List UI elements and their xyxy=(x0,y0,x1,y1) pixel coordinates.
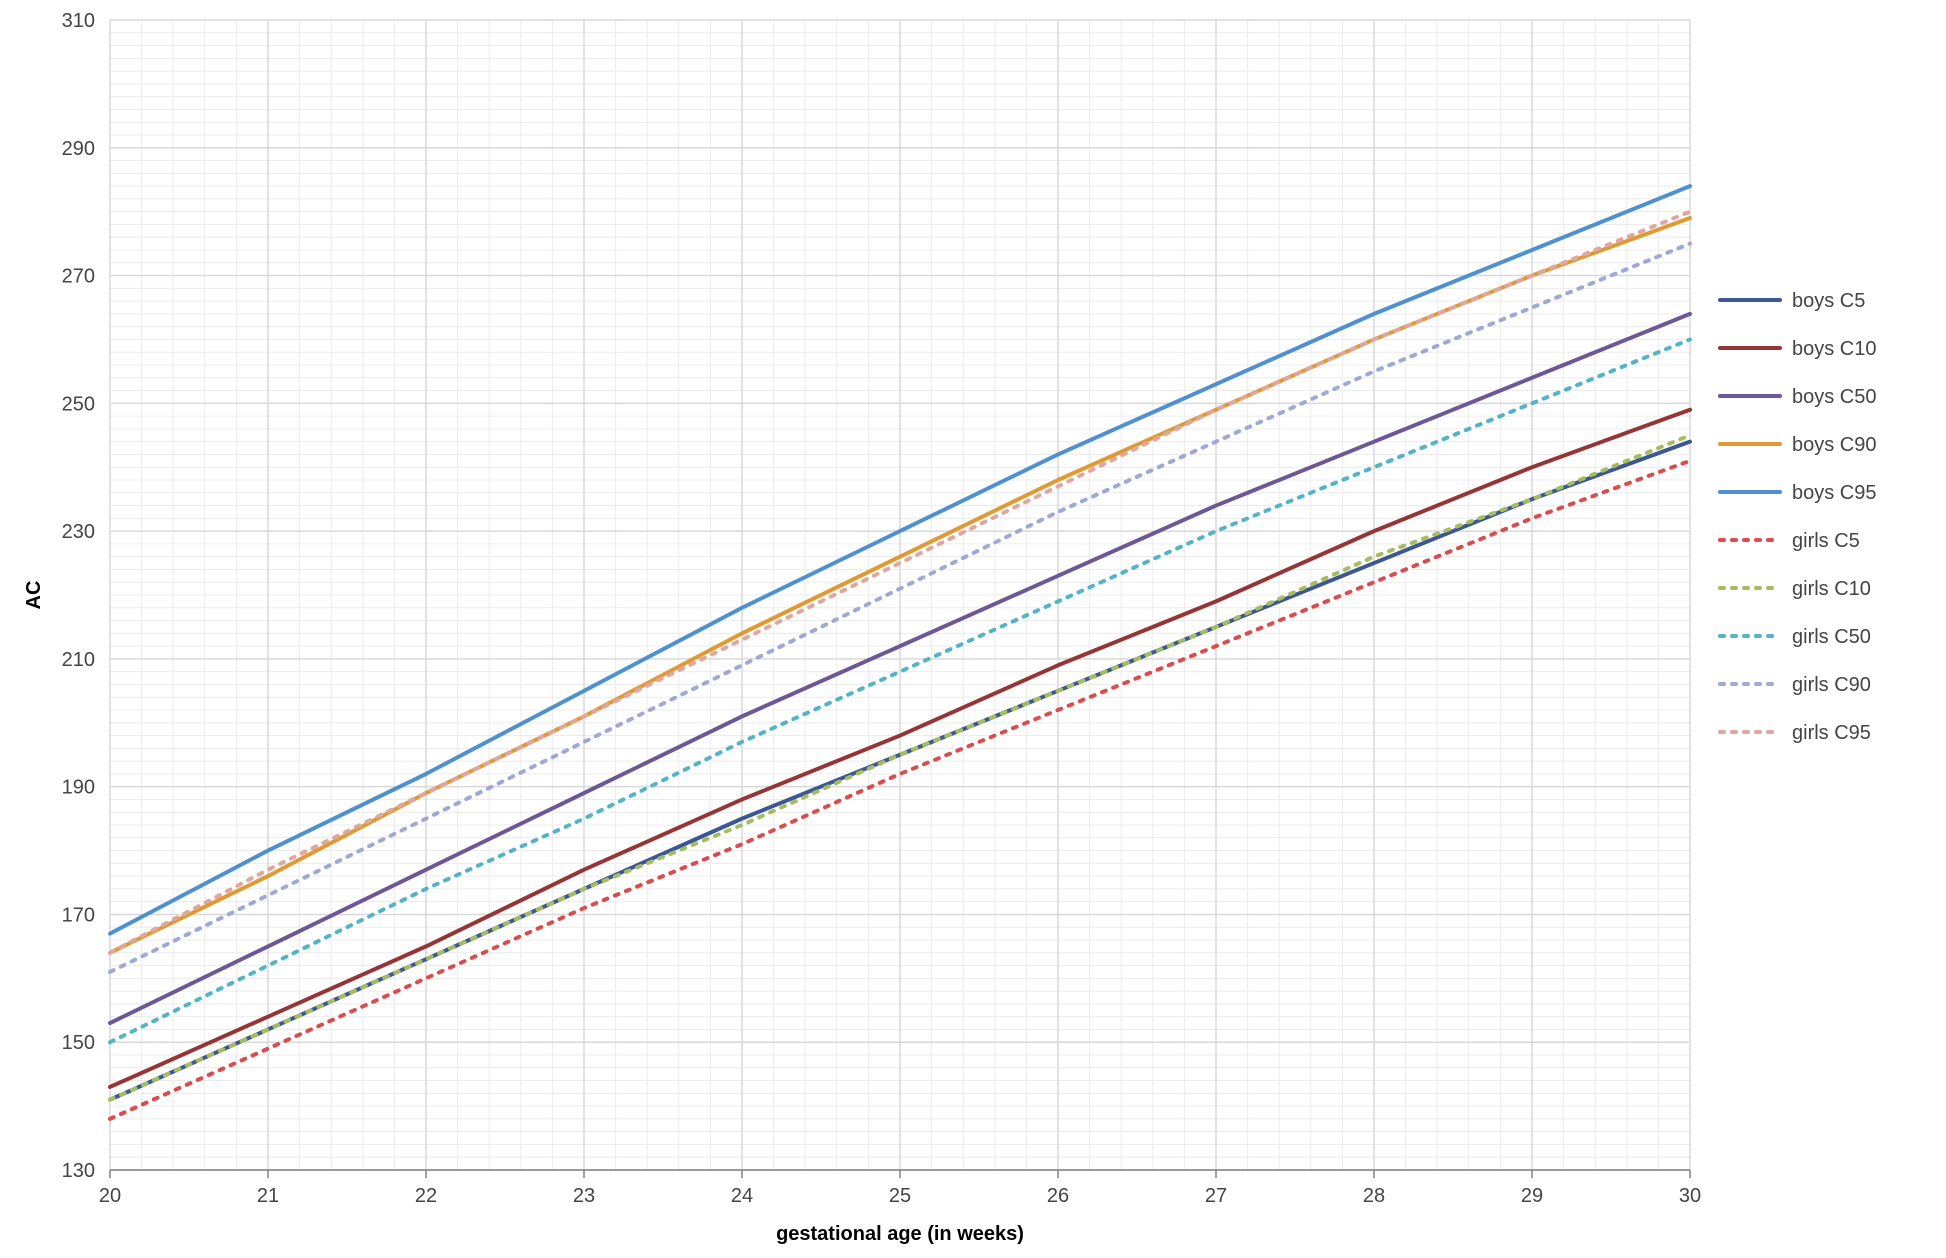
legend-label-boys_c90: boys C90 xyxy=(1792,434,1877,456)
y-tick-label: 270 xyxy=(62,266,95,288)
y-tick-label: 190 xyxy=(62,777,95,799)
x-tick-label: 30 xyxy=(1679,1185,1701,1207)
y-tick-label: 250 xyxy=(62,393,95,415)
y-axis-label: AC xyxy=(23,581,45,610)
y-tick-label: 310 xyxy=(62,10,95,32)
legend-label-girls_c5: girls C5 xyxy=(1792,530,1860,552)
x-tick-label: 24 xyxy=(731,1185,753,1207)
legend-label-girls_c10: girls C10 xyxy=(1792,578,1871,600)
y-tick-label: 150 xyxy=(62,1032,95,1054)
x-tick-label: 28 xyxy=(1363,1185,1385,1207)
x-tick-label: 29 xyxy=(1521,1185,1543,1207)
x-tick-label: 23 xyxy=(573,1185,595,1207)
legend-label-girls_c90: girls C90 xyxy=(1792,674,1871,696)
x-tick-label: 27 xyxy=(1205,1185,1227,1207)
y-tick-label: 230 xyxy=(62,521,95,543)
x-tick-label: 22 xyxy=(415,1185,437,1207)
x-tick-label: 26 xyxy=(1047,1185,1069,1207)
legend-label-boys_c95: boys C95 xyxy=(1792,482,1877,504)
line-chart: 20 21 22 23 24 25 26 27 28 29 30 130 150 170 190 210 230… xyxy=(0,0,1946,1258)
x-tick-label: 21 xyxy=(257,1185,279,1207)
y-tick-label: 290 xyxy=(62,138,95,160)
legend-label-boys_c50: boys C50 xyxy=(1792,386,1877,408)
legend-label-boys_c5: boys C5 xyxy=(1792,290,1865,312)
x-axis-label: gestational age (in weeks) xyxy=(776,1223,1024,1245)
x-tick-label: 20 xyxy=(99,1185,121,1207)
x-tick-label: 25 xyxy=(889,1185,911,1207)
legend-label-girls_c50: girls C50 xyxy=(1792,626,1871,648)
y-tick-label: 170 xyxy=(62,904,95,926)
y-tick-label: 210 xyxy=(62,649,95,671)
chart-container: 20 21 22 23 24 25 26 27 28 29 30 130 150 170 190 210 230… xyxy=(0,0,1946,1258)
legend-label-girls_c95: girls C95 xyxy=(1792,722,1871,744)
y-tick-label: 130 xyxy=(62,1160,95,1182)
legend-label-boys_c10: boys C10 xyxy=(1792,338,1877,360)
